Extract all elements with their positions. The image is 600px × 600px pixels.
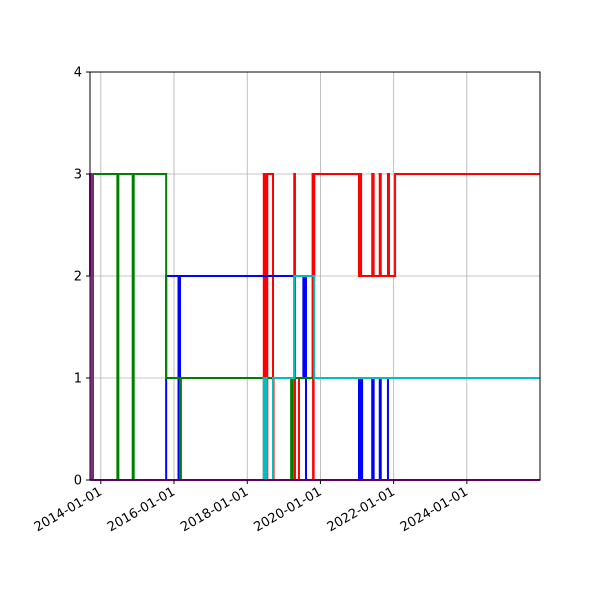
x-tick-label: 2020-01-01 <box>251 484 324 535</box>
y-tick-label: 3 <box>74 168 82 183</box>
x-tick-label: 2022-01-01 <box>325 484 398 535</box>
y-tick-label: 4 <box>74 66 82 81</box>
tick-marks <box>86 71 468 484</box>
series-layer <box>89 173 540 481</box>
x-tick-label: 2014-01-01 <box>32 484 105 535</box>
y-tick-label: 2 <box>74 270 82 285</box>
y-tick-label: 0 <box>74 474 82 489</box>
x-tick-label: 2016-01-01 <box>105 484 178 535</box>
y-tick-label: 1 <box>74 372 82 387</box>
x-tick-label: 2018-01-01 <box>178 484 251 535</box>
x-tick-label: 2024-01-01 <box>398 484 471 535</box>
series-line-green <box>90 173 540 481</box>
tick-labels: 2014-01-01 2016-01-01 2018-01-01 2020-01-01… <box>32 66 471 536</box>
